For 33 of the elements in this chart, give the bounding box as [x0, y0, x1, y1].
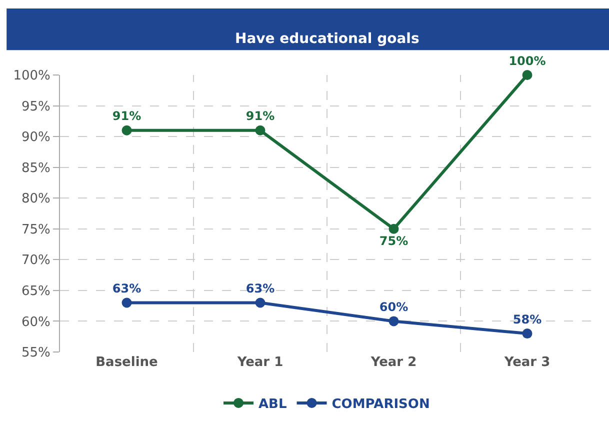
point — [122, 125, 132, 136]
point — [522, 328, 532, 339]
data-label: 58% — [512, 312, 542, 326]
y-tick-label: 95% — [21, 99, 50, 114]
point — [255, 298, 266, 308]
y-tick-label: 75% — [21, 222, 50, 238]
data-label: 75% — [379, 234, 408, 248]
x-tick-label: Year 1 — [236, 355, 284, 370]
y-tick-label: 55% — [21, 346, 50, 361]
y-tick-label: 80% — [21, 192, 50, 207]
point — [522, 70, 532, 80]
y-tick-label: 70% — [21, 253, 50, 268]
point — [122, 298, 132, 308]
data-label: 60% — [379, 300, 408, 314]
y-tick-label: 65% — [21, 284, 50, 299]
data-label: 63% — [246, 282, 275, 296]
x-tick-label: Baseline — [96, 355, 158, 370]
y-tick-label: 85% — [21, 160, 50, 176]
point — [388, 316, 399, 326]
point — [255, 125, 266, 136]
x-tick-label: Year 3 — [503, 355, 550, 370]
legend-label: ABL — [258, 397, 287, 412]
point — [388, 224, 399, 234]
y-tick-label: 100% — [13, 68, 50, 84]
x-tick-label: Year 2 — [370, 355, 417, 370]
y-tick-label: 90% — [21, 130, 50, 146]
chart-title: Have educational goals — [235, 31, 420, 47]
data-label: 63% — [112, 282, 142, 296]
legend-label: COMPARISON — [332, 397, 430, 412]
data-label: 100% — [508, 54, 546, 68]
data-label: 91% — [112, 109, 142, 124]
y-tick-label: 60% — [21, 314, 50, 330]
data-label: 91% — [246, 109, 275, 124]
